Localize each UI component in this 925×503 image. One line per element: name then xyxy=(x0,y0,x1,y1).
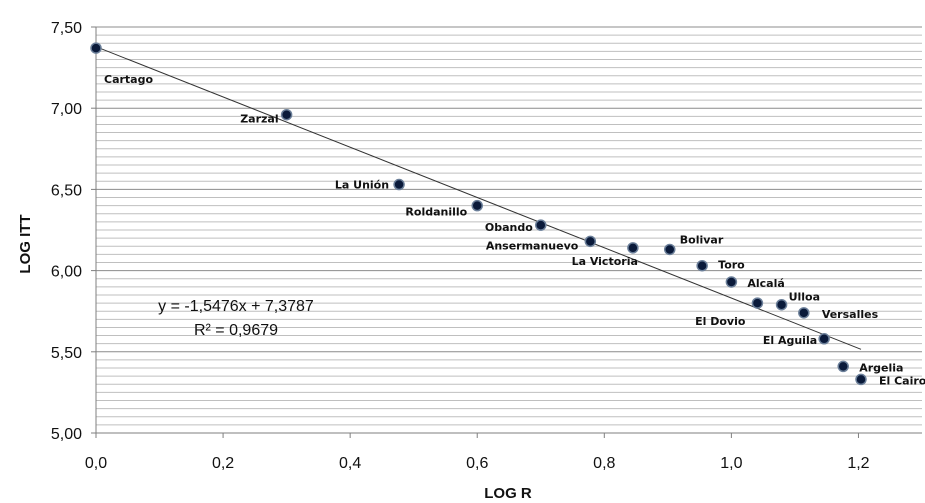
data-point xyxy=(775,298,788,311)
point-labels: Cartago Zarzal La Unión Roldanillo Obando Ans… xyxy=(104,73,925,387)
data-point xyxy=(751,297,764,309)
data-label: La Unión xyxy=(335,179,389,192)
data-label: Toro xyxy=(718,259,745,272)
data-label: Cartago xyxy=(104,73,153,86)
trendline xyxy=(95,46,862,350)
data-point xyxy=(584,235,597,248)
data-label: El Cairo xyxy=(879,374,925,387)
x-tick-label: 1,0 xyxy=(720,455,742,472)
data-point xyxy=(725,276,738,288)
data-label: Ansermanuevo xyxy=(486,239,579,252)
y-tick-label: 5,00 xyxy=(51,426,82,443)
data-point xyxy=(535,219,547,231)
data-label: Zarzal xyxy=(240,113,278,126)
data-label: Versalles xyxy=(822,308,879,321)
trendline-group xyxy=(95,46,862,350)
y-tick-labels: 5,00 5,50 6,00 6,50 7,00 7,50 xyxy=(51,20,82,443)
y-axis-title: LOG ITT xyxy=(17,214,34,273)
data-point xyxy=(627,242,639,254)
data-point xyxy=(837,360,849,373)
data-label: Argelia xyxy=(859,361,903,374)
x-tick-label: 0,0 xyxy=(85,455,107,472)
y-tick-label: 6,50 xyxy=(51,182,82,199)
x-tick-label: 0,6 xyxy=(466,455,488,472)
trendline-equation: y = -1,5476x + 7,3787 xyxy=(158,298,314,315)
data-label: Ulloa xyxy=(789,291,820,304)
data-point xyxy=(471,199,483,212)
y-tick-label: 5,50 xyxy=(51,345,82,362)
data-label: Obando xyxy=(485,221,533,234)
x-tick-label: 0,8 xyxy=(593,455,615,472)
gridlines xyxy=(96,26,922,434)
y-tick-label: 7,50 xyxy=(51,20,82,37)
trendline-r-squared: R² = 0,9679 xyxy=(194,322,278,339)
data-point xyxy=(664,243,676,256)
data-label: El Aguila xyxy=(763,334,817,347)
data-point xyxy=(818,333,830,345)
y-tick-label: 6,00 xyxy=(51,264,82,281)
x-tick-label: 0,4 xyxy=(339,455,361,472)
data-point xyxy=(393,178,405,191)
axes xyxy=(91,26,922,438)
data-label: La Victoria xyxy=(572,255,638,268)
y-tick-label: 7,00 xyxy=(51,101,82,118)
data-points xyxy=(90,42,867,386)
data-label: Alcalá xyxy=(747,277,784,290)
x-axis-title: LOG R xyxy=(484,485,532,502)
x-tick-label: 1,2 xyxy=(847,455,869,472)
data-label: El Dovio xyxy=(695,315,746,328)
x-tick-labels: 0,0 0,2 0,4 0,6 0,8 1,0 1,2 xyxy=(85,455,870,472)
data-point xyxy=(280,108,293,121)
data-label: Roldanillo xyxy=(405,206,467,219)
data-point xyxy=(798,307,810,319)
data-point xyxy=(90,42,102,54)
data-point xyxy=(855,373,867,386)
data-label: Bolivar xyxy=(680,233,724,246)
x-tick-label: 0,2 xyxy=(212,455,234,472)
data-point xyxy=(696,259,708,272)
